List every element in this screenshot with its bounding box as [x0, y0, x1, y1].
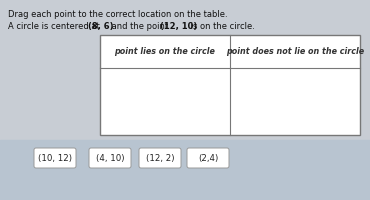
- Text: (10, 12): (10, 12): [38, 154, 72, 162]
- FancyBboxPatch shape: [139, 148, 181, 168]
- Text: (12, 2): (12, 2): [146, 154, 174, 162]
- Text: point lies on the circle: point lies on the circle: [115, 47, 215, 56]
- FancyBboxPatch shape: [187, 148, 229, 168]
- Text: is on the circle.: is on the circle.: [188, 22, 255, 31]
- Text: point does not lie on the circle: point does not lie on the circle: [226, 47, 364, 56]
- Text: (4, 10): (4, 10): [96, 154, 124, 162]
- Text: Drag each point to the correct location on the table.: Drag each point to the correct location …: [8, 10, 228, 19]
- Bar: [0, 140, 370, 200]
- Text: A circle is centered at: A circle is centered at: [8, 22, 102, 31]
- FancyBboxPatch shape: [34, 148, 76, 168]
- FancyBboxPatch shape: [89, 148, 131, 168]
- Bar: [100, 35, 360, 135]
- Text: (12, 10): (12, 10): [159, 22, 197, 31]
- Text: and the point: and the point: [110, 22, 171, 31]
- Text: (2,4): (2,4): [198, 154, 218, 162]
- Text: (8, 6): (8, 6): [88, 22, 114, 31]
